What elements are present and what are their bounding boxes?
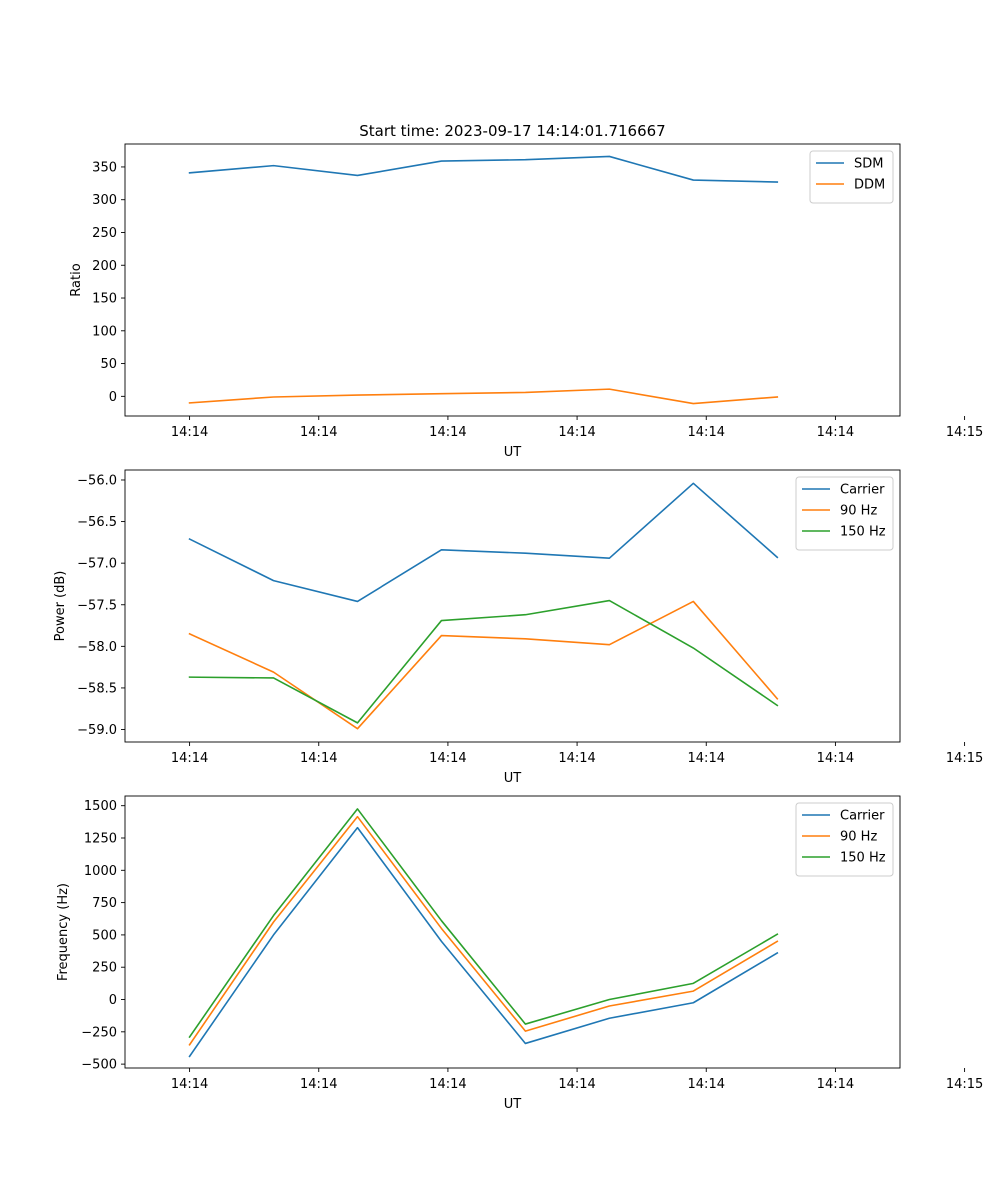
power-y-tick-label: −57.5 (77, 598, 117, 613)
power-y-tick-label: −56.5 (77, 515, 117, 530)
ratio-y-tick-label: 100 (92, 324, 117, 339)
power-x-tick-label: 14:15 (946, 751, 983, 766)
power-panel: 14:14 14:14 14:14 14:14 14:14 14:14 14:15 −59.0… (53, 469, 983, 786)
power-legend-label-150-hz: 150 Hz (840, 525, 886, 540)
power-series-line-150-hz (188, 599, 779, 724)
ratio-series-line-ddm (188, 388, 779, 405)
power-legend-label-carrier: Carrier (840, 483, 885, 498)
ratio-y-tick-label: 300 (92, 193, 117, 208)
ratio-y-tick-label: 150 (92, 292, 117, 307)
frequency-x-tick-label: 14:14 (817, 1077, 854, 1092)
ratio-series-line-sdm (188, 155, 779, 183)
frequency-y-tick-label: −250 (81, 1025, 117, 1040)
frequency-y-tick-label: 250 (92, 961, 117, 976)
frequency-x-tick-label: 14:14 (558, 1077, 595, 1092)
ratio-y-axis-label: Ratio (69, 263, 84, 296)
frequency-y-tick-label: 1250 (84, 831, 117, 846)
power-x-axis-label: UT (504, 771, 522, 786)
ratio-x-tick-label: 14:14 (558, 425, 595, 440)
frequency-legend-label-150-hz: 150 Hz (840, 851, 886, 866)
frequency-panel: 14:14 14:14 14:14 14:14 14:14 14:14 14:15 −500 −… (56, 795, 983, 1112)
ratio-x-tick-label: 14:14 (171, 425, 208, 440)
power-x-tick-label: 14:14 (817, 751, 854, 766)
power-axes-frame (124, 469, 901, 743)
ratio-legend-box (809, 150, 894, 204)
power-x-tick-label: 14:14 (171, 751, 208, 766)
frequency-y-tick-label: 0 (109, 993, 117, 1008)
frequency-legend-label-90-hz: 90 Hz (840, 830, 877, 845)
frequency-legend-label-carrier: Carrier (840, 809, 885, 824)
frequency-y-axis-label: Frequency (Hz) (56, 883, 71, 981)
ratio-y-tick-label: 250 (92, 226, 117, 241)
power-y-tick-label: −59.0 (77, 723, 117, 738)
ratio-y-tick-label: 50 (100, 357, 117, 372)
frequency-x-tick-label: 14:15 (946, 1077, 983, 1092)
frequency-y-tick-label: 1000 (84, 864, 117, 879)
power-y-tick-label: −56.0 (77, 473, 117, 488)
ratio-y-tick-label: 200 (92, 259, 117, 274)
power-y-axis-label: Power (dB) (53, 571, 68, 642)
power-series-line-90-hz (188, 600, 779, 730)
frequency-x-axis-label: UT (504, 1097, 522, 1112)
ratio-x-axis-label: UT (504, 445, 522, 460)
frequency-series-line-150-hz (188, 808, 779, 1039)
frequency-y-tick-label: 750 (92, 896, 117, 911)
frequency-x-tick-label: 14:14 (429, 1077, 466, 1092)
frequency-series-line-90-hz (188, 815, 779, 1046)
ratio-axes-frame (124, 143, 901, 417)
power-y-tick-label: −58.0 (77, 640, 117, 655)
power-x-tick-label: 14:14 (300, 751, 337, 766)
ratio-legend-label-sdm: SDM (854, 157, 883, 172)
ratio-x-tick-label: 14:14 (817, 425, 854, 440)
frequency-axes-frame (124, 795, 901, 1069)
frequency-x-tick-label: 14:14 (300, 1077, 337, 1092)
power-series-line-carrier (188, 482, 779, 603)
ratio-x-tick-label: 14:15 (946, 425, 983, 440)
frequency-y-tick-label: −500 (81, 1058, 117, 1073)
ratio-x-tick-label: 14:14 (688, 425, 725, 440)
ratio-panel: 14:14 14:14 14:14 14:14 14:14 14:14 14:15 0 50 10… (69, 143, 983, 460)
power-y-tick-label: −57.0 (77, 557, 117, 572)
ratio-x-tick-label: 14:14 (429, 425, 466, 440)
power-y-tick-label: −58.5 (77, 681, 117, 696)
power-x-tick-label: 14:14 (558, 751, 595, 766)
frequency-y-tick-label: 500 (92, 928, 117, 943)
frequency-y-tick-label: 1500 (84, 799, 117, 814)
ratio-y-tick-label: 350 (92, 160, 117, 175)
power-x-tick-label: 14:14 (688, 751, 725, 766)
power-x-tick-label: 14:14 (429, 751, 466, 766)
frequency-series-line-carrier (188, 826, 779, 1058)
ratio-x-tick-label: 14:14 (300, 425, 337, 440)
ratio-legend-label-ddm: DDM (854, 178, 885, 193)
power-legend-label-90-hz: 90 Hz (840, 504, 877, 519)
ratio-y-tick-label: 0 (109, 390, 117, 405)
figure-title: Start time: 2023-09-17 14:14:01.716667 (359, 122, 665, 140)
frequency-x-tick-label: 14:14 (171, 1077, 208, 1092)
frequency-x-tick-label: 14:14 (688, 1077, 725, 1092)
